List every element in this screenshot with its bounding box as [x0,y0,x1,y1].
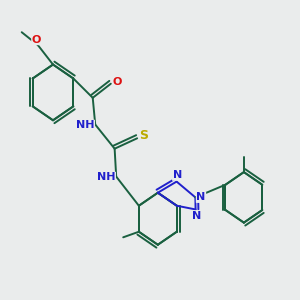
Text: S: S [140,129,148,142]
Text: NH: NH [76,120,94,130]
Text: O: O [32,35,41,45]
Text: N: N [196,192,206,203]
Text: N: N [192,211,201,221]
Text: NH: NH [97,172,116,182]
Text: N: N [172,170,182,180]
Text: O: O [112,77,122,87]
